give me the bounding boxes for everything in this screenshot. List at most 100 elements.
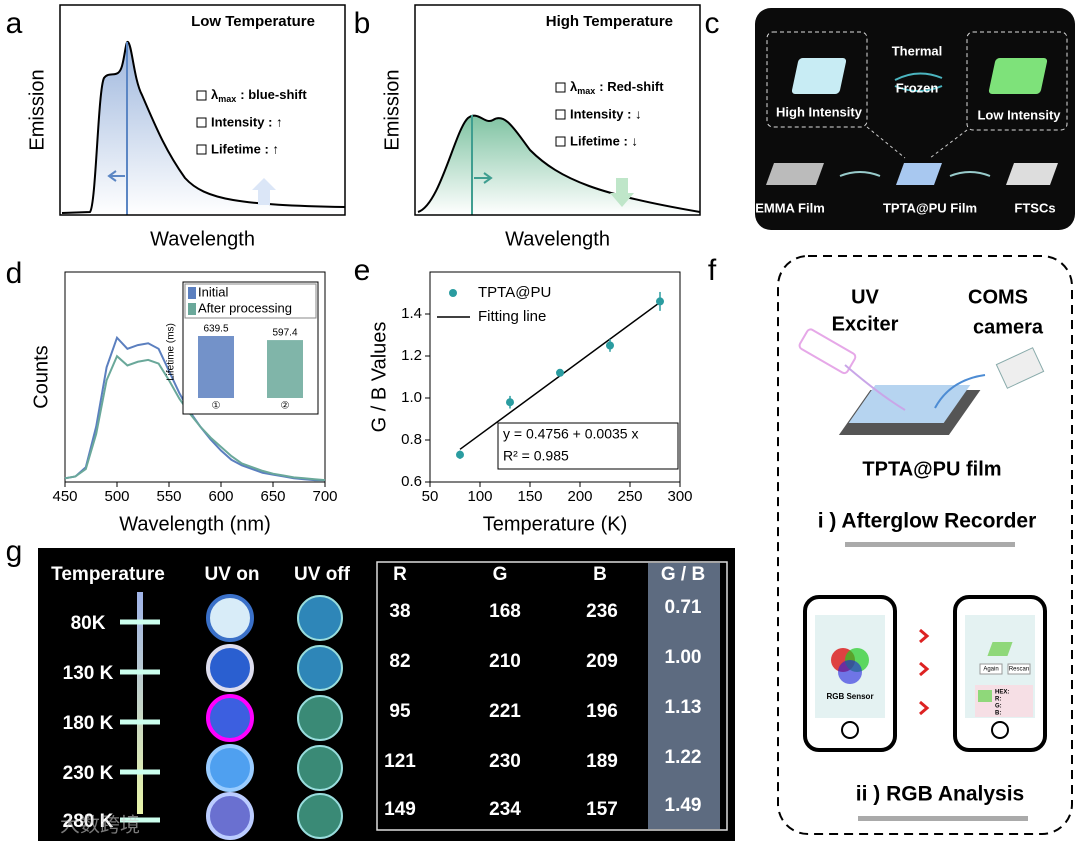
x-tick-label: ②: [281, 401, 290, 412]
subscript: max: [577, 86, 595, 96]
item: λmax: blue-shift: [211, 87, 307, 104]
cell: 149: [384, 799, 416, 820]
equation: R² = 0.985: [503, 448, 569, 464]
item: Intensity : ↓: [570, 106, 642, 121]
item: λmax: Red-shift: [570, 79, 664, 96]
x-tick-label: 500: [104, 488, 129, 505]
film-label: TPTA@PU Film: [883, 200, 977, 215]
label: COMS: [968, 286, 1028, 308]
legend-label: Fitting line: [478, 308, 546, 325]
header: G / B: [661, 564, 705, 585]
cell: 1.49: [665, 795, 702, 816]
x-tick-label: 50: [422, 488, 439, 505]
film: [765, 163, 825, 185]
plot-frame: [414, 4, 701, 216]
thermometer: [137, 592, 143, 814]
watermark: 大数跨境: [60, 813, 140, 836]
divider: [845, 542, 1015, 547]
plot-frame: [429, 271, 681, 483]
uv-off-image: [297, 595, 343, 641]
y-axis-label: Emission: [26, 69, 48, 150]
cell: 157: [586, 799, 618, 820]
y-axis-label: Lifetime (ms): [166, 323, 177, 381]
checkbox: [196, 90, 207, 101]
header: R: [393, 564, 407, 585]
label: ii ) RGB Analysis: [856, 783, 1024, 806]
cell: 196: [586, 701, 618, 722]
y-tick-label: 0.6: [401, 473, 422, 490]
film: [848, 385, 971, 423]
y-tick-label: 1.4: [401, 305, 422, 322]
cell: 130 K: [63, 663, 114, 684]
cell: 189: [586, 751, 618, 772]
y-tick-label: 1.2: [401, 347, 422, 364]
uv-on-image: [206, 744, 254, 792]
item-text: : blue-shift: [240, 87, 307, 102]
uv-off-image: [297, 695, 343, 741]
cell: 236: [586, 601, 618, 622]
x-axis-label: Wavelength (nm): [119, 513, 271, 535]
cell: 1.13: [665, 697, 702, 718]
arrow: [252, 178, 276, 205]
lambda: λ: [211, 87, 219, 102]
panel-label: f: [708, 254, 717, 287]
lambda: λ: [570, 79, 578, 94]
legend-label: Initial: [198, 284, 228, 299]
x-tick-label: 650: [260, 488, 285, 505]
label: Low Intensity: [977, 107, 1061, 122]
label: TPTA@PU film: [862, 458, 1001, 480]
x-tick-label: 100: [467, 488, 492, 505]
button-label: Rescan: [1009, 667, 1029, 673]
x-tick-label: 600: [208, 488, 233, 505]
value-label: 597.4: [272, 328, 297, 339]
panel-frame: [777, 255, 1073, 835]
point: [656, 297, 664, 306]
film-glow: [791, 58, 847, 94]
label: HEX:: [995, 690, 1009, 696]
uv-on-image: [206, 594, 254, 642]
x-tick-label: 550: [156, 488, 181, 505]
arrows: [894, 72, 943, 92]
panel-title: High Temperature: [546, 13, 673, 30]
x-axis-label: Wavelength: [150, 228, 255, 250]
column-shade: [648, 563, 720, 829]
curve-fill: [418, 115, 700, 215]
item: Lifetime : ↑: [211, 141, 279, 156]
legend-label: TPTA@PU: [478, 284, 551, 301]
arrow: [107, 170, 125, 182]
color-swatch: [978, 690, 992, 702]
cell: 1.00: [665, 647, 702, 668]
film-label: FTSCs: [1014, 200, 1055, 215]
panel-label: e: [354, 254, 371, 287]
line: [64, 354, 326, 482]
frame: [966, 31, 1068, 131]
legend-label: After processing: [198, 300, 292, 315]
cell: 121: [384, 751, 416, 772]
y-axis-label: Emission: [381, 69, 403, 150]
button-label: Again: [983, 667, 998, 673]
point: [606, 341, 614, 350]
cell: 280 K: [63, 811, 114, 832]
header: Temperature: [51, 564, 165, 585]
label: Exciter: [832, 313, 899, 335]
beam: [934, 374, 986, 409]
y-axis-label: Counts: [30, 345, 52, 408]
label: RGB Sensor: [826, 692, 873, 701]
checkbox: [555, 82, 566, 93]
rgb-circle: [838, 660, 862, 684]
film: [987, 642, 1013, 656]
bar: [198, 336, 234, 398]
button: [841, 721, 859, 739]
curve: [417, 114, 701, 213]
plot-frame: [59, 4, 346, 216]
cell: 234: [489, 799, 521, 820]
uv-off-image: [297, 793, 343, 839]
uv-off-image: [297, 645, 343, 691]
bar: [267, 340, 303, 398]
panel-label: g: [6, 535, 23, 568]
point: [506, 398, 514, 407]
curve-fill: [62, 41, 345, 216]
checkbox: [196, 117, 207, 128]
uv-on-image: [206, 792, 254, 840]
